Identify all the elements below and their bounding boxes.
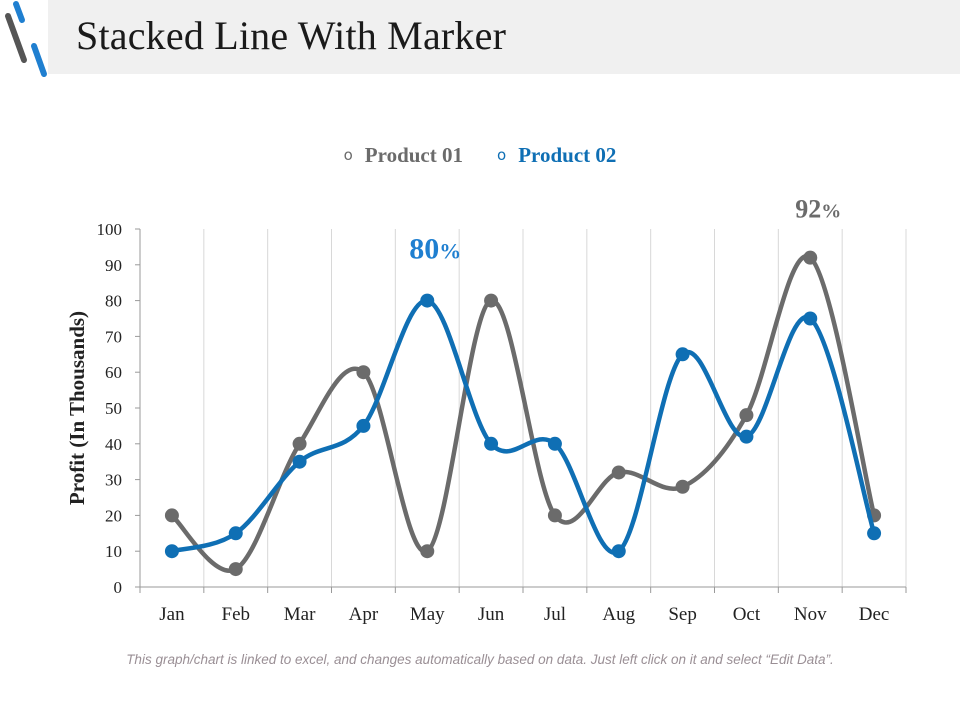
data-point-product-01	[484, 293, 499, 308]
x-tick-label: Jan	[159, 604, 185, 625]
data-point-product-01	[164, 508, 179, 523]
data-point-product-02	[484, 436, 499, 451]
x-tick-label: Nov	[794, 604, 827, 625]
y-tick-label: 70	[105, 327, 122, 346]
data-point-product-02	[164, 544, 179, 559]
logo-slash-gray	[5, 13, 27, 63]
annotation-label: 92%	[795, 195, 841, 224]
x-tick-label: May	[410, 604, 445, 625]
logo-slash-blue-bottom	[31, 43, 47, 77]
footnote: This graph/chart is linked to excel, and…	[126, 652, 834, 667]
data-point-product-01	[356, 365, 371, 380]
x-tick-label: Feb	[222, 604, 251, 625]
legend-item-product-01[interactable]: o Product 01	[344, 143, 463, 168]
data-point-product-01	[739, 408, 754, 423]
data-point-product-02	[611, 544, 626, 559]
data-point-product-02	[356, 418, 371, 433]
y-tick-label: 0	[114, 578, 123, 597]
legend-label-product-01: Product 01	[364, 142, 463, 167]
x-tick-label: Mar	[284, 604, 316, 625]
page-title: Stacked Line With Marker	[76, 13, 507, 58]
x-tick-label: Aug	[602, 604, 635, 625]
logo-slashes	[5, 1, 47, 77]
y-tick-label: 100	[97, 220, 123, 239]
data-point-product-01	[803, 250, 818, 265]
y-tick-label: 60	[105, 363, 122, 382]
data-point-product-01	[611, 465, 626, 480]
data-point-product-02	[803, 311, 818, 326]
chart-legend: o Product 01 o Product 02	[0, 140, 960, 170]
legend-marker-icon: o	[497, 146, 507, 164]
y-tick-label: 80	[105, 292, 122, 311]
data-point-product-02	[867, 526, 882, 541]
y-tick-label: 90	[105, 256, 122, 275]
legend-marker-icon: o	[343, 146, 353, 164]
x-tick-label: Dec	[859, 604, 890, 625]
data-point-product-01	[675, 479, 690, 494]
data-point-product-01	[228, 562, 243, 577]
legend-item-product-02[interactable]: o Product 02	[497, 143, 616, 168]
x-tick-label: Jun	[478, 604, 505, 625]
data-point-product-02	[739, 429, 754, 444]
x-tick-label: Jul	[544, 604, 566, 625]
y-tick-label: 30	[105, 471, 122, 490]
data-point-product-02	[420, 293, 435, 308]
data-point-product-01	[292, 436, 307, 451]
legend-label-product-02: Product 02	[518, 142, 617, 167]
data-point-product-02	[228, 526, 243, 541]
annotation-label: 80%	[409, 233, 461, 266]
y-tick-label: 40	[105, 435, 122, 454]
x-tick-label: Sep	[668, 604, 697, 625]
y-axis-title: Profit (In Thousands)	[65, 311, 89, 505]
data-point-product-02	[547, 436, 562, 451]
logo-slash-blue-top	[13, 1, 25, 23]
x-tick-label: Oct	[733, 604, 761, 625]
y-tick-label: 20	[105, 506, 122, 525]
data-point-product-01	[420, 544, 435, 559]
y-tick-label: 50	[105, 399, 122, 418]
data-point-product-01	[547, 508, 562, 523]
data-point-product-02	[292, 454, 307, 469]
title-band	[48, 0, 960, 74]
data-point-product-02	[675, 347, 690, 362]
y-tick-label: 10	[105, 542, 122, 561]
x-tick-label: Apr	[349, 604, 379, 625]
